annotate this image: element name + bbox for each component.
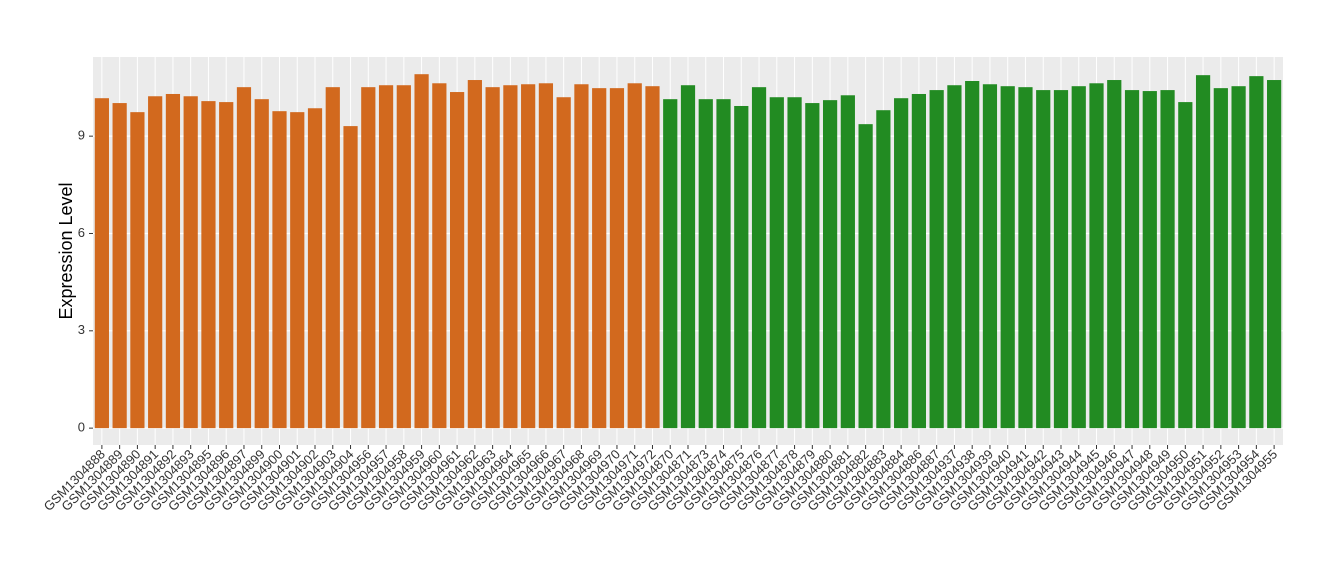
bar [609, 88, 625, 429]
bar [787, 97, 802, 429]
bar [201, 101, 216, 429]
bar [680, 85, 696, 429]
bar [965, 81, 980, 429]
bar [219, 102, 234, 429]
bar [1036, 90, 1051, 429]
bar [1231, 86, 1246, 429]
bar [130, 112, 145, 429]
bar [751, 87, 767, 429]
bar [450, 92, 465, 429]
bar [1267, 80, 1282, 429]
bar [840, 95, 855, 429]
bar [556, 97, 571, 429]
bar [645, 86, 660, 429]
y-axis-label: Expression Level [56, 182, 76, 319]
bar [148, 96, 163, 429]
bar [1089, 83, 1104, 429]
bar [165, 93, 181, 429]
bar [1000, 86, 1015, 429]
y-tick-label: 6 [78, 225, 85, 240]
bar [1213, 88, 1228, 429]
bar [1107, 80, 1122, 429]
y-tick-label: 0 [78, 420, 85, 435]
bar [982, 84, 998, 429]
bar [432, 83, 447, 429]
bar [1142, 91, 1157, 429]
bar [894, 98, 909, 429]
bar [858, 124, 873, 429]
bar [307, 108, 323, 429]
bar [1124, 90, 1140, 429]
bar [592, 88, 607, 429]
bar [1178, 102, 1193, 429]
y-tick-label: 3 [78, 322, 85, 337]
bar [929, 90, 944, 429]
bar [414, 74, 429, 429]
bar [716, 99, 731, 429]
bar [876, 110, 891, 429]
bar [734, 105, 749, 429]
bar [1053, 90, 1069, 429]
bar [663, 99, 678, 429]
bar [378, 85, 394, 429]
bar [236, 87, 252, 429]
bar [698, 99, 713, 429]
bar [1018, 87, 1033, 429]
bar [467, 80, 482, 429]
bar [290, 112, 305, 429]
bar [521, 84, 536, 429]
bar [112, 103, 127, 429]
bar [485, 87, 500, 429]
bar [503, 85, 518, 429]
bar [911, 93, 926, 429]
bar [574, 84, 589, 429]
bar [254, 99, 269, 429]
y-tick-label: 9 [78, 128, 85, 143]
bar [94, 98, 109, 429]
bar [1071, 86, 1086, 429]
bar [361, 87, 376, 429]
bar [947, 85, 962, 429]
bar [183, 96, 198, 429]
bar [343, 126, 358, 429]
bar [627, 83, 642, 429]
bar [396, 85, 411, 429]
bar [1195, 75, 1211, 429]
bar [1249, 76, 1264, 429]
bar [325, 87, 340, 429]
bar [272, 111, 287, 429]
bar [1160, 90, 1175, 429]
bar [822, 100, 838, 429]
bar [805, 103, 820, 429]
bar [769, 97, 784, 429]
bar [538, 83, 554, 429]
